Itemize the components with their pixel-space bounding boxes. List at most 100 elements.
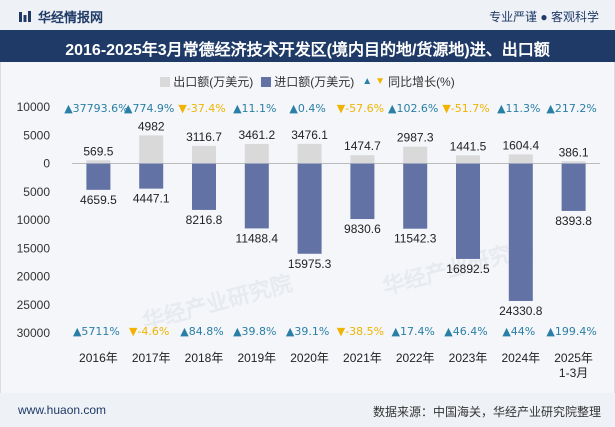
- import-bar: [297, 163, 322, 254]
- import-value-label: 16892.5: [446, 262, 490, 276]
- import-growth-label: ▲46.4%: [444, 325, 487, 338]
- x-tick-label: 2023年: [449, 351, 488, 365]
- legend-import-label: 进口额(万美元): [274, 75, 355, 89]
- export-value-label: 4982: [138, 119, 165, 133]
- export-growth-label: ▲0.4%: [289, 102, 325, 115]
- export-growth-label: ▼-57.6%: [337, 102, 384, 115]
- export-bar: [86, 160, 111, 164]
- import-growth-label: ▲84.8%: [180, 325, 223, 338]
- export-value-label: 386.1: [559, 145, 589, 159]
- chart-legend: 出口额(万美元) 进口额(万美元) ▲ ▼ 同比增长(%): [0, 73, 615, 90]
- export-bar: [192, 145, 216, 164]
- export-value-label: 1604.4: [502, 138, 539, 152]
- triangle-down-icon: ▼: [375, 76, 386, 87]
- export-bar: [297, 143, 322, 164]
- x-tick-label: 2018年: [185, 351, 224, 365]
- import-bar: [508, 163, 533, 301]
- export-growth-label: ▲11.1%: [233, 102, 276, 115]
- import-value-label: 24330.8: [499, 304, 543, 318]
- chart-title: 2016-2025年3月常德经济技术开发区(境内目的地/货源地)进、出口额: [65, 42, 550, 59]
- legend-import: 进口额(万美元): [261, 73, 354, 90]
- import-growth-label: ▲44%: [502, 325, 535, 338]
- import-bar: [456, 163, 480, 259]
- brand-name: 华经情报网: [38, 10, 104, 25]
- x-tick-label: 2024年: [501, 351, 540, 365]
- legend-export-swatch: [160, 76, 171, 87]
- legend-growth: ▲ ▼ 同比增长(%): [362, 73, 454, 90]
- legend-growth-label: 同比增长(%): [388, 75, 455, 89]
- import-growth-label: ▲199.4%: [546, 325, 596, 338]
- export-bar: [403, 146, 428, 164]
- top-bar: [0, 0, 615, 30]
- import-bar: [561, 163, 586, 211]
- import-value-label: 15975.3: [288, 257, 332, 271]
- import-value-label: 9830.6: [344, 222, 381, 236]
- x-tick-label: 2022年: [396, 351, 435, 365]
- import-growth-label: ▲5711%: [73, 325, 120, 338]
- export-bar: [561, 161, 586, 164]
- import-growth-label: ▼-4.6%: [129, 325, 169, 338]
- tagline: 专业严谨 ● 客观科学: [489, 10, 599, 24]
- x-tick-label: 2021年: [343, 351, 382, 365]
- export-value-label: 3116.7: [186, 130, 222, 144]
- import-bar: [192, 163, 216, 210]
- brand-logo-icon: [19, 10, 31, 22]
- import-value-label: 11542.3: [394, 232, 437, 246]
- x-tick-label: 2017年: [132, 351, 171, 365]
- import-value-label: 4659.5: [80, 193, 117, 207]
- y-tick-label: 0: [43, 157, 50, 171]
- export-bar: [139, 135, 164, 164]
- legend-export: 出口额(万美元): [160, 73, 253, 90]
- y-tick-label: 10000: [17, 100, 51, 114]
- import-bar: [86, 163, 111, 190]
- import-bar: [244, 163, 269, 229]
- y-tick-label: 10000: [17, 213, 51, 227]
- import-bar: [350, 163, 375, 220]
- export-value-label: 1441.5: [450, 139, 487, 153]
- footer-website[interactable]: www.huaon.com: [18, 403, 107, 417]
- export-bar: [244, 143, 269, 164]
- x-tick-label: 2025年: [554, 351, 593, 365]
- import-value-label: 11488.4: [236, 231, 279, 245]
- y-tick-label: 30000: [17, 326, 51, 340]
- export-growth-label: ▲37793.6%: [64, 102, 128, 115]
- legend-export-label: 出口额(万美元): [173, 75, 254, 89]
- import-bar: [139, 163, 164, 189]
- export-bar: [350, 155, 375, 164]
- export-value-label: 569.5: [83, 144, 113, 158]
- y-tick-label: 5000: [23, 128, 50, 142]
- export-value-label: 1474.7: [344, 139, 381, 153]
- x-tick-label: 1-3月: [559, 366, 588, 380]
- import-value-label: 8393.8: [555, 214, 592, 228]
- title-bar: [0, 30, 615, 62]
- export-growth-label: ▼-37.4%: [178, 102, 225, 115]
- export-bar: [456, 155, 480, 164]
- x-tick-label: 2019年: [237, 351, 276, 365]
- export-value-label: 3461.2: [238, 128, 275, 142]
- x-tick-label: 2020年: [290, 351, 329, 365]
- export-growth-label: ▲11.3%: [497, 102, 540, 115]
- brand[interactable]: 华经情报网: [18, 7, 103, 26]
- export-bar: [508, 154, 533, 164]
- x-tick-label: 2016年: [79, 351, 118, 365]
- export-growth-label: ▲217.2%: [546, 102, 596, 115]
- export-value-label: 3476.1: [291, 128, 328, 142]
- y-tick-label: 5000: [23, 185, 50, 199]
- import-growth-label: ▼-38.5%: [337, 325, 384, 338]
- import-growth-label: ▲39.1%: [286, 325, 329, 338]
- y-tick-label: 20000: [17, 270, 51, 284]
- import-growth-label: ▲39.8%: [233, 325, 276, 338]
- triangle-up-icon: ▲: [362, 76, 373, 87]
- y-tick-label: 15000: [17, 241, 51, 255]
- legend-import-swatch: [261, 76, 272, 87]
- export-growth-label: ▼-51.7%: [442, 102, 489, 115]
- import-growth-label: ▲17.4%: [391, 325, 434, 338]
- y-tick-label: 25000: [17, 298, 51, 312]
- export-growth-label: ▲102.6%: [388, 102, 438, 115]
- import-bar: [403, 163, 428, 229]
- export-value-label: 2987.3: [397, 131, 434, 145]
- export-growth-label: ▲774.9%: [124, 102, 174, 115]
- import-value-label: 8216.8: [186, 213, 223, 227]
- import-value-label: 4447.1: [133, 192, 170, 206]
